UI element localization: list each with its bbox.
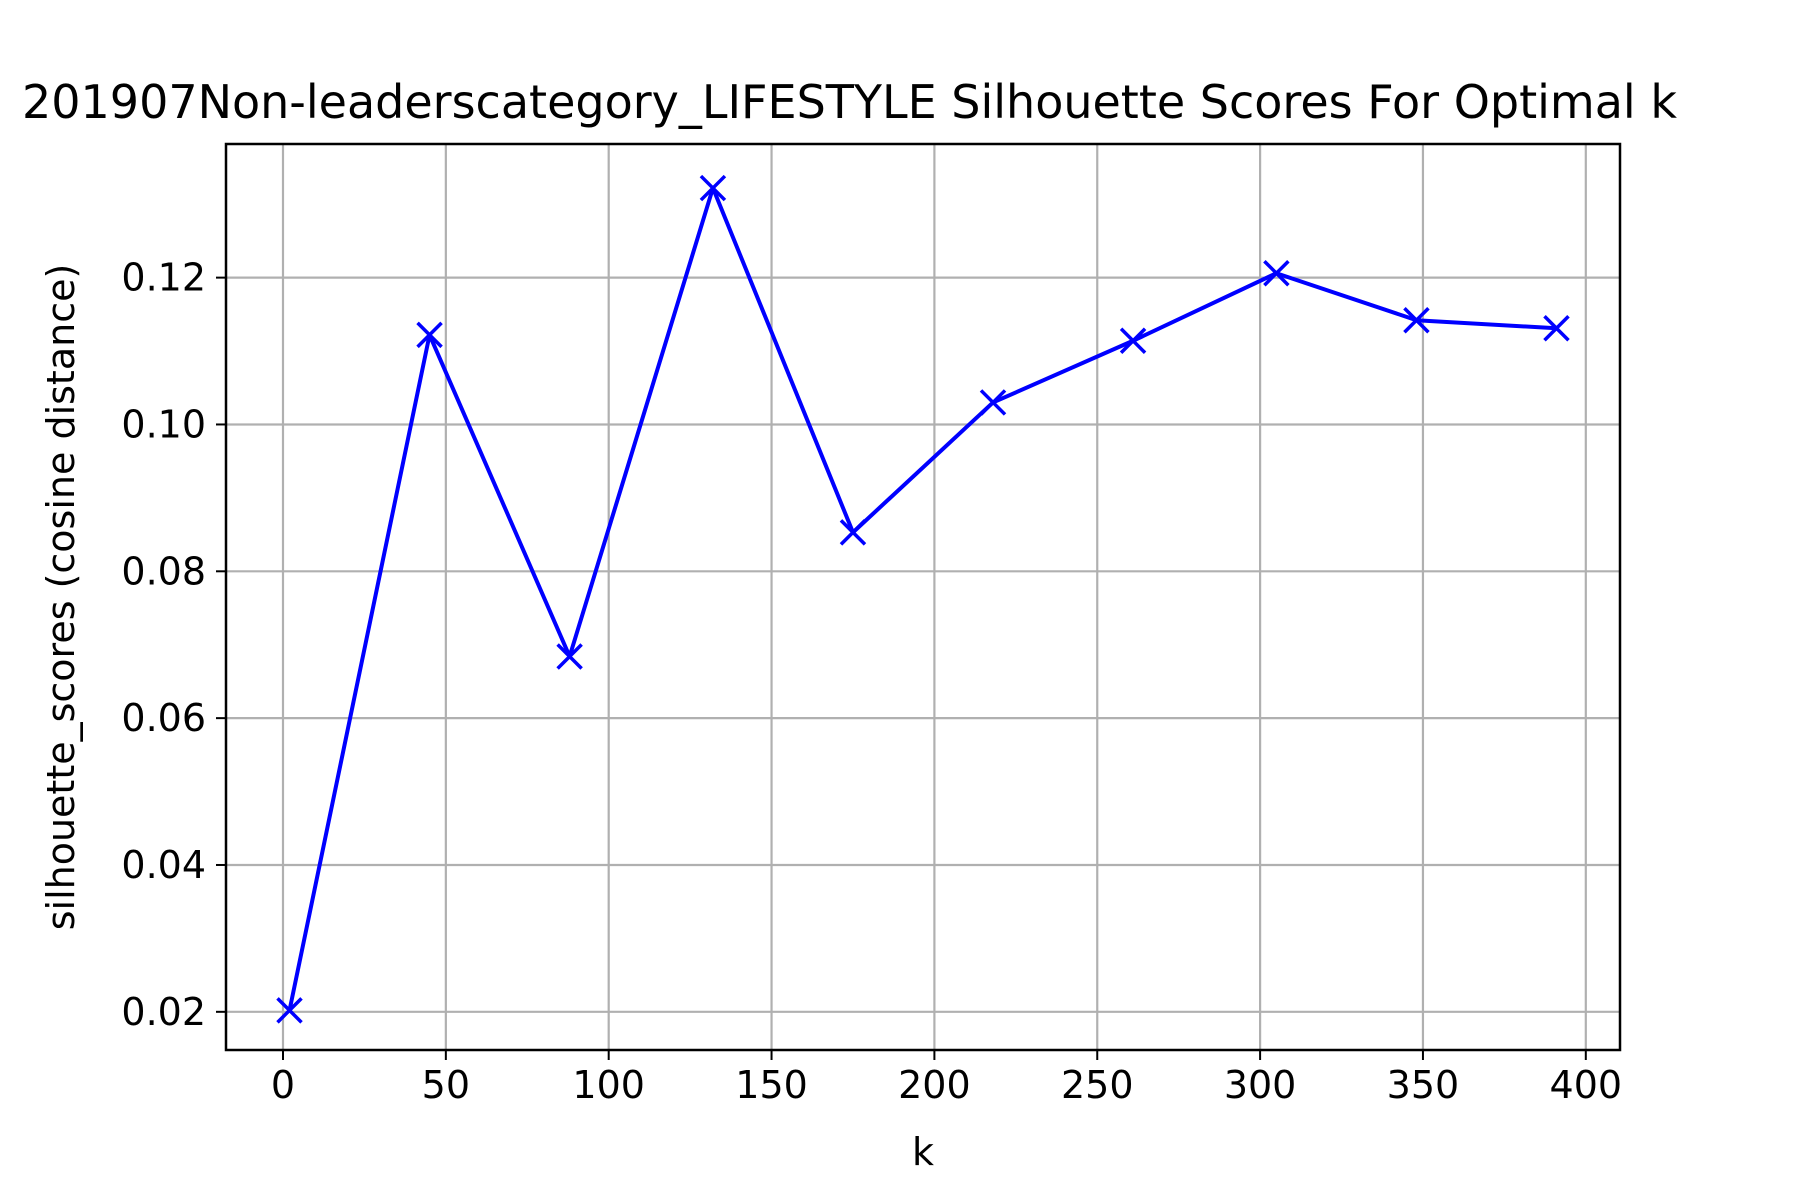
data-point-marker <box>699 174 727 202</box>
x-tick-label: 100 <box>572 1063 645 1107</box>
x-tick-label: 400 <box>1550 1063 1623 1107</box>
series-line <box>287 186 1557 1011</box>
plot-frame <box>224 142 1622 1052</box>
data-point-marker <box>1403 306 1430 334</box>
x-tick-label: 250 <box>1061 1063 1134 1107</box>
data-point-marker <box>839 519 867 546</box>
data-point-marker <box>416 321 443 349</box>
data-point-marker <box>1119 327 1147 355</box>
x-tick-label: 300 <box>1224 1063 1297 1107</box>
x-axis-title: k <box>912 1130 934 1174</box>
data-point-marker <box>1263 259 1290 287</box>
y-axis-title: silhouette_scores (cosine distance) <box>39 264 83 931</box>
data-point-marker <box>979 389 1007 416</box>
y-tick-label: 0.02 <box>121 990 206 1034</box>
y-tick-label: 0.04 <box>121 843 206 887</box>
x-tick-label: 150 <box>735 1063 808 1107</box>
x-tick-label: 50 <box>422 1063 470 1107</box>
x-tick-label: 200 <box>898 1063 971 1107</box>
y-tick-label: 0.12 <box>121 256 206 300</box>
x-tick-label: 0 <box>271 1063 295 1107</box>
data-point-marker <box>1543 315 1570 342</box>
y-tick-label: 0.08 <box>121 549 206 593</box>
series-layer <box>276 174 1570 1024</box>
grid <box>226 144 1620 1050</box>
y-tick-label: 0.06 <box>121 696 206 740</box>
ticks: 0 50 100 150 200 250 300 350 400 0.02 0.04 0.06 0.08… <box>121 256 1622 1107</box>
x-tick-label: 350 <box>1387 1063 1460 1107</box>
chart-title: 201907Non-leaderscategory_LIFESTYLE Silh… <box>22 75 1677 129</box>
data-point-marker <box>276 997 303 1024</box>
data-point-marker <box>556 643 583 670</box>
y-tick-label: 0.10 <box>121 402 206 446</box>
